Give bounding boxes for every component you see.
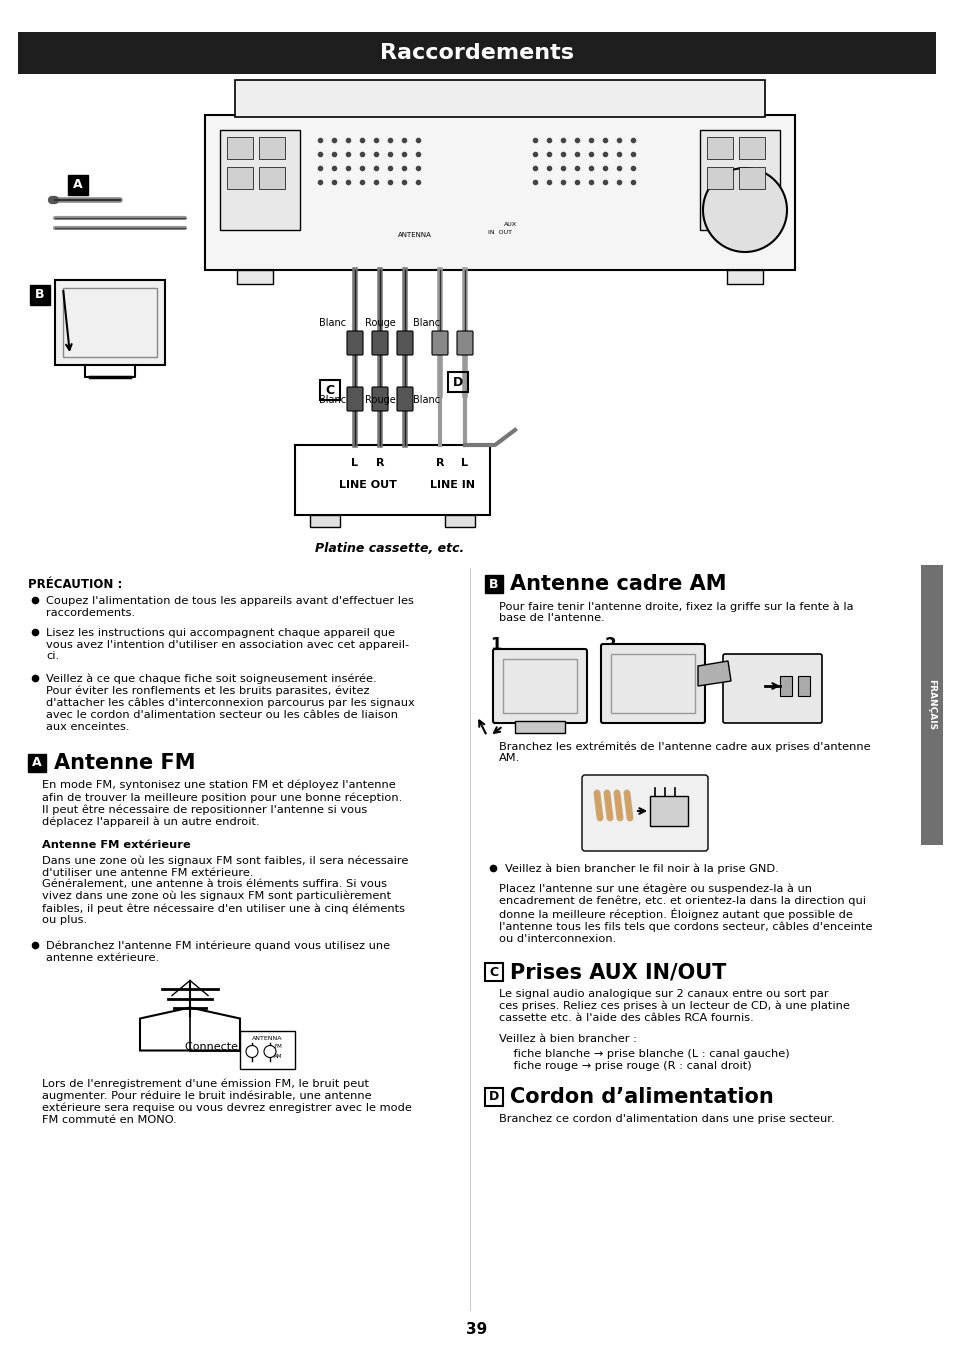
Text: C: C <box>489 966 498 978</box>
Text: Prises AUX IN/OUT: Prises AUX IN/OUT <box>510 962 725 982</box>
Text: D: D <box>453 376 462 389</box>
Text: L: L <box>351 458 358 467</box>
FancyBboxPatch shape <box>30 285 50 305</box>
FancyBboxPatch shape <box>227 136 253 159</box>
Text: Veillez à bien brancher :: Veillez à bien brancher : <box>498 1034 637 1043</box>
Text: LINE IN: LINE IN <box>430 480 475 490</box>
Text: Rouge: Rouge <box>364 317 395 328</box>
Text: Veillez à ce que chaque fiche soit soigneusement insérée.
Pour éviter les ronfle: Veillez à ce que chaque fiche soit soign… <box>46 674 415 732</box>
Text: Blanc: Blanc <box>413 317 440 328</box>
Text: Branchez les extrémités de l'antenne cadre aux prises d'antenne
AM.: Branchez les extrémités de l'antenne cad… <box>498 740 870 763</box>
Circle shape <box>246 1046 257 1058</box>
FancyBboxPatch shape <box>726 270 762 284</box>
FancyBboxPatch shape <box>493 648 586 723</box>
FancyBboxPatch shape <box>581 775 707 851</box>
Text: Rouge: Rouge <box>364 394 395 405</box>
Text: 2: 2 <box>604 636 616 654</box>
Text: En mode FM, syntonisez une station FM et déployez l'antenne
afin de trouver la m: En mode FM, syntonisez une station FM et… <box>42 780 402 827</box>
FancyBboxPatch shape <box>55 280 165 365</box>
FancyBboxPatch shape <box>234 80 764 118</box>
Text: fiche blanche → prise blanche (L : canal gauche)
    fiche rouge → prise rouge (: fiche blanche → prise blanche (L : canal… <box>498 1048 789 1070</box>
Text: 1: 1 <box>490 636 501 654</box>
Text: L: L <box>461 458 468 467</box>
FancyBboxPatch shape <box>347 331 363 355</box>
FancyBboxPatch shape <box>220 130 299 230</box>
FancyBboxPatch shape <box>372 386 388 411</box>
Text: Raccordements: Raccordements <box>379 43 574 63</box>
FancyBboxPatch shape <box>780 676 791 696</box>
Text: A: A <box>73 178 83 192</box>
FancyBboxPatch shape <box>310 515 339 527</box>
Text: ANTENNA: ANTENNA <box>252 1036 282 1042</box>
Text: Pour faire tenir l'antenne droite, fixez la griffe sur la fente à la
base de l'a: Pour faire tenir l'antenne droite, fixez… <box>498 601 853 623</box>
Text: A: A <box>32 757 42 770</box>
FancyBboxPatch shape <box>68 176 88 195</box>
FancyBboxPatch shape <box>706 168 732 189</box>
FancyBboxPatch shape <box>700 130 780 230</box>
Text: Cordon d’alimentation: Cordon d’alimentation <box>510 1088 773 1106</box>
FancyBboxPatch shape <box>372 331 388 355</box>
Circle shape <box>264 1046 275 1058</box>
Text: Blanc: Blanc <box>319 394 346 405</box>
FancyBboxPatch shape <box>722 654 821 723</box>
Text: Le signal audio analogique sur 2 canaux entre ou sort par
ces prises. Reliez ces: Le signal audio analogique sur 2 canaux … <box>498 989 849 1023</box>
Text: FM: FM <box>274 1044 281 1048</box>
FancyBboxPatch shape <box>294 444 490 515</box>
Text: Placez l'antenne sur une étagère ou suspendez-la à un
encadrement de fenêtre, et: Placez l'antenne sur une étagère ou susp… <box>498 884 872 944</box>
Text: B: B <box>35 289 45 301</box>
FancyBboxPatch shape <box>456 331 473 355</box>
FancyBboxPatch shape <box>739 136 764 159</box>
Text: Veillez à bien brancher le fil noir à la prise GND.: Veillez à bien brancher le fil noir à la… <box>504 865 778 874</box>
FancyBboxPatch shape <box>797 676 809 696</box>
FancyBboxPatch shape <box>600 644 704 723</box>
Text: Blanc: Blanc <box>319 317 346 328</box>
FancyBboxPatch shape <box>706 136 732 159</box>
Text: Blanc: Blanc <box>413 394 440 405</box>
Polygon shape <box>698 661 730 686</box>
Text: PRÉCAUTION :: PRÉCAUTION : <box>28 578 122 590</box>
Text: B: B <box>489 577 498 590</box>
FancyBboxPatch shape <box>227 168 253 189</box>
FancyBboxPatch shape <box>347 386 363 411</box>
Text: ANTENNA: ANTENNA <box>397 232 432 238</box>
FancyBboxPatch shape <box>240 1031 294 1069</box>
FancyBboxPatch shape <box>920 565 942 844</box>
Text: FRANÇAIS: FRANÇAIS <box>926 680 936 731</box>
FancyBboxPatch shape <box>739 168 764 189</box>
Text: R: R <box>436 458 444 467</box>
FancyBboxPatch shape <box>28 754 46 771</box>
FancyBboxPatch shape <box>236 270 273 284</box>
Text: Connecteur 75 Ω: Connecteur 75 Ω <box>185 1042 279 1051</box>
Circle shape <box>702 168 786 253</box>
Text: LINE OUT: LINE OUT <box>338 480 396 490</box>
FancyBboxPatch shape <box>444 515 475 527</box>
Text: IN  OUT: IN OUT <box>488 231 512 235</box>
Text: Branchez ce cordon d'alimentation dans une prise secteur.: Branchez ce cordon d'alimentation dans u… <box>498 1115 834 1124</box>
FancyBboxPatch shape <box>205 115 794 270</box>
FancyBboxPatch shape <box>396 386 413 411</box>
Text: Dans une zone où les signaux FM sont faibles, il sera nécessaire
d'utiliser une : Dans une zone où les signaux FM sont fai… <box>42 855 408 925</box>
Text: Antenne FM: Antenne FM <box>54 753 195 773</box>
Text: R: R <box>375 458 384 467</box>
Text: AUX: AUX <box>503 223 516 227</box>
FancyBboxPatch shape <box>396 331 413 355</box>
Text: AM: AM <box>274 1054 282 1059</box>
Text: 39: 39 <box>466 1323 487 1337</box>
FancyBboxPatch shape <box>515 721 564 734</box>
Text: Antenne FM extérieure: Antenne FM extérieure <box>42 840 191 850</box>
Text: C: C <box>325 384 335 396</box>
Text: Débranchez l'antenne FM intérieure quand vous utilisez une
antenne extérieure.: Débranchez l'antenne FM intérieure quand… <box>46 940 390 963</box>
FancyBboxPatch shape <box>258 168 285 189</box>
FancyBboxPatch shape <box>18 32 935 74</box>
Text: Antenne cadre AM: Antenne cadre AM <box>510 574 726 594</box>
FancyBboxPatch shape <box>649 796 687 825</box>
FancyBboxPatch shape <box>432 331 448 355</box>
Text: Lisez les instructions qui accompagnent chaque appareil que
vous avez l'intentio: Lisez les instructions qui accompagnent … <box>46 628 409 661</box>
FancyBboxPatch shape <box>258 136 285 159</box>
Text: D: D <box>488 1090 498 1104</box>
Text: Coupez l'alimentation de tous les appareils avant d'effectuer les
raccordements.: Coupez l'alimentation de tous les appare… <box>46 596 414 617</box>
Text: Platine cassette, etc.: Platine cassette, etc. <box>315 542 464 554</box>
Text: Lors de l'enregistrement d'une émission FM, le bruit peut
augmenter. Pour réduir: Lors de l'enregistrement d'une émission … <box>42 1078 412 1125</box>
FancyBboxPatch shape <box>484 576 502 593</box>
